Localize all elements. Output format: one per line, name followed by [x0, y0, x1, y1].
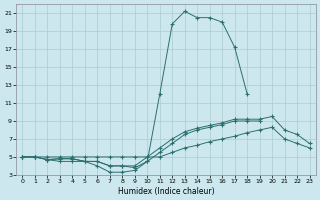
X-axis label: Humidex (Indice chaleur): Humidex (Indice chaleur)	[118, 187, 214, 196]
